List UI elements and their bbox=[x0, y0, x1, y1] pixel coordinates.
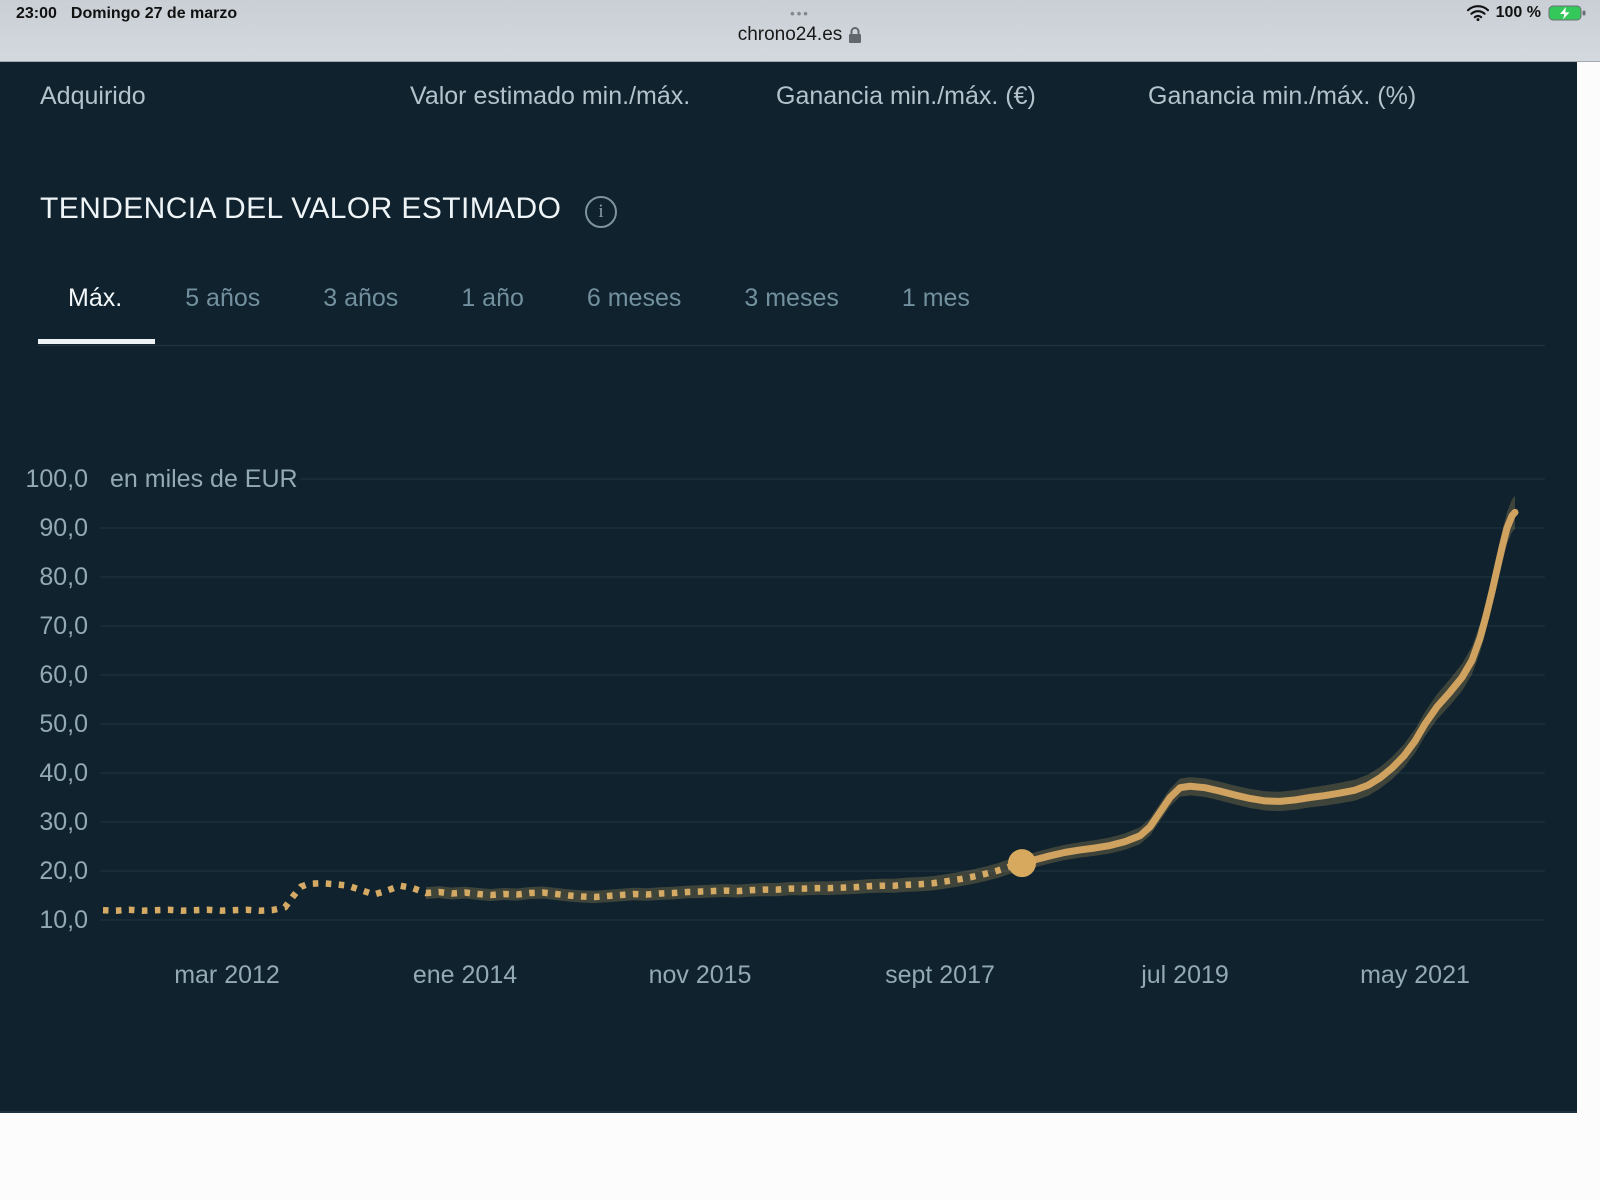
column-header-ganancia-eur: Ganancia min./máx. (€) bbox=[776, 82, 1036, 110]
status-bar: 23:00 Domingo 27 de marzo 100 % bbox=[0, 3, 1600, 25]
y-axis-unit-label: en miles de EUR bbox=[110, 465, 298, 493]
page-title: TENDENCIA DEL VALOR ESTIMADO bbox=[40, 192, 562, 225]
x-axis-tick-label: nov 2015 bbox=[649, 961, 752, 989]
tabs-divider bbox=[38, 345, 1545, 346]
info-icon[interactable]: i bbox=[585, 196, 617, 228]
tab-3-anos[interactable]: 3 años bbox=[323, 284, 399, 312]
y-axis-tick-label: 100,0 bbox=[25, 465, 88, 493]
address-bar[interactable]: chrono24.es bbox=[738, 24, 863, 46]
status-time-date: 23:00 Domingo 27 de marzo bbox=[16, 5, 237, 23]
estimated-value-line-solid bbox=[1018, 508, 1519, 867]
page-content: Adquirido Valor estimado min./máx. Ganan… bbox=[0, 62, 1577, 1113]
url-text: chrono24.es bbox=[737, 24, 843, 45]
browser-chrome: 23:00 Domingo 27 de marzo 100 % ••• chron… bbox=[0, 0, 1600, 62]
x-axis-tick-label: may 2021 bbox=[1360, 961, 1470, 989]
column-header-valor-estimado: Valor estimado min./máx. bbox=[410, 82, 691, 110]
tab-5-anos[interactable]: 5 años bbox=[185, 284, 261, 312]
y-axis-tick-label: 40,0 bbox=[39, 759, 88, 787]
estimated-value-line-dotted bbox=[102, 863, 1013, 914]
column-header-ganancia-pct: Ganancia min./máx. (%) bbox=[1148, 82, 1417, 110]
x-axis-tick-label: sept 2017 bbox=[885, 961, 995, 989]
safari-more-dots-icon[interactable]: ••• bbox=[790, 6, 810, 21]
acquisition-point-marker[interactable] bbox=[1008, 849, 1036, 878]
y-axis-tick-label: 30,0 bbox=[39, 808, 88, 836]
time-range-tabs: Máx. 5 años 3 años 1 año 6 meses 3 meses… bbox=[68, 284, 970, 313]
column-header-adquirido: Adquirido bbox=[40, 82, 146, 110]
x-axis-tick-label: mar 2012 bbox=[174, 961, 280, 989]
x-axis-tick-label: jul 2019 bbox=[1140, 961, 1229, 989]
y-axis-tick-label: 80,0 bbox=[39, 563, 88, 591]
wifi-icon bbox=[1466, 5, 1489, 21]
tab-1-ano[interactable]: 1 año bbox=[461, 284, 524, 312]
y-axis-tick-label: 90,0 bbox=[39, 514, 88, 542]
status-date: Domingo 27 de marzo bbox=[70, 5, 238, 22]
tab-3-meses[interactable]: 3 meses bbox=[744, 284, 839, 312]
battery-charging-icon bbox=[1548, 5, 1586, 21]
y-axis-tick-label: 50,0 bbox=[39, 710, 88, 738]
battery-percentage: 100 % bbox=[1495, 4, 1541, 21]
trend-chart[interactable]: 100,0 90,0 80,0 70,0 60,0 50,0 40,0 30,0 20,0 10,… bbox=[0, 412, 1577, 1052]
tab-6-meses[interactable]: 6 meses bbox=[586, 284, 682, 312]
y-axis-tick-label: 10,0 bbox=[39, 906, 88, 934]
tab-1-mes[interactable]: 1 mes bbox=[901, 284, 970, 312]
y-axis-tick-label: 20,0 bbox=[39, 857, 88, 885]
active-tab-underline bbox=[38, 339, 155, 344]
lock-icon bbox=[849, 27, 862, 43]
x-axis-tick-label: ene 2014 bbox=[413, 961, 517, 989]
min-max-band bbox=[426, 495, 1515, 904]
status-time: 23:00 bbox=[16, 5, 57, 22]
tab-max[interactable]: Máx. bbox=[68, 284, 123, 312]
y-axis-tick-label: 70,0 bbox=[39, 612, 88, 640]
y-axis-tick-label: 60,0 bbox=[39, 661, 88, 689]
